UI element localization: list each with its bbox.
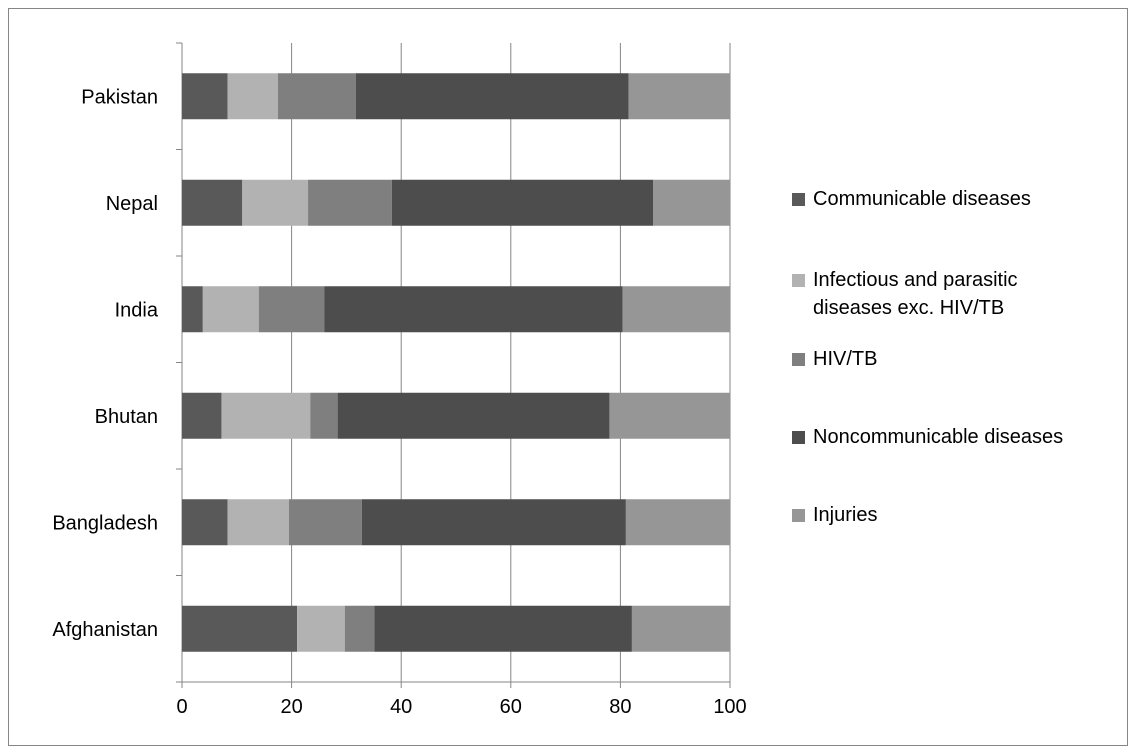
bar-segment — [653, 179, 730, 226]
x-tick-label: 20 — [280, 696, 302, 718]
bar-segment — [361, 499, 626, 546]
legend-item: Infectious and parasitic diseases exc. H… — [792, 266, 1083, 322]
category-label: Afghanistan — [52, 619, 158, 641]
bar-segment — [374, 605, 632, 652]
category-label: India — [115, 299, 159, 321]
bar-segment — [355, 73, 629, 120]
bar-segment — [628, 73, 730, 120]
bar-segment — [324, 286, 623, 333]
legend-label: Communicable diseases — [813, 188, 1031, 210]
legend-item: Communicable diseases — [792, 185, 1031, 213]
x-tick-label: 40 — [390, 696, 412, 718]
bar-segment — [609, 392, 730, 439]
legend-label: HIV/TB — [813, 348, 878, 370]
bar-segment — [625, 499, 730, 546]
legend-swatch — [792, 431, 805, 444]
bar-segment — [258, 286, 325, 333]
bar-segment — [337, 392, 610, 439]
bar-segment — [344, 605, 375, 652]
category-label: Nepal — [106, 193, 158, 215]
legend-label: Noncommunicable diseases — [813, 426, 1064, 448]
bar-segment — [182, 286, 203, 333]
bar-segment — [227, 73, 278, 120]
legend-swatch — [792, 274, 805, 287]
bar-segment — [297, 605, 345, 652]
bar-segment — [622, 286, 730, 333]
legend-swatch — [792, 193, 805, 206]
legend-swatch — [792, 509, 805, 522]
legend-item: Noncommunicable diseases — [792, 423, 1063, 451]
category-label: Pakistan — [81, 86, 158, 108]
bar-segment — [242, 179, 309, 226]
bar-segment — [221, 392, 311, 439]
bar-segment — [182, 179, 243, 226]
x-tick-label: 100 — [713, 696, 746, 718]
bar-segment — [182, 605, 298, 652]
bar-segment — [182, 392, 222, 439]
legend-label: Injuries — [813, 504, 878, 526]
bar-segment — [631, 605, 730, 652]
bar-segment — [288, 499, 362, 546]
x-tick-label: 60 — [500, 696, 522, 718]
category-label: Bhutan — [95, 406, 158, 428]
legend-item: Injuries — [792, 501, 877, 529]
bar-segment — [182, 73, 228, 120]
legend-swatch — [792, 353, 805, 366]
bar-segment — [202, 286, 259, 333]
bar-segment — [182, 499, 228, 546]
category-label: Bangladesh — [52, 512, 158, 534]
x-tick-label: 80 — [609, 696, 631, 718]
bar-segment — [308, 179, 392, 226]
legend-item: HIV/TB — [792, 345, 877, 373]
bar-segment — [310, 392, 338, 439]
bar-segment — [227, 499, 289, 546]
x-tick-label: 0 — [176, 696, 187, 718]
bar-segment — [391, 179, 654, 226]
bar-segment — [277, 73, 356, 120]
legend-label: Infectious and parasitic diseases exc. H… — [813, 269, 1018, 319]
